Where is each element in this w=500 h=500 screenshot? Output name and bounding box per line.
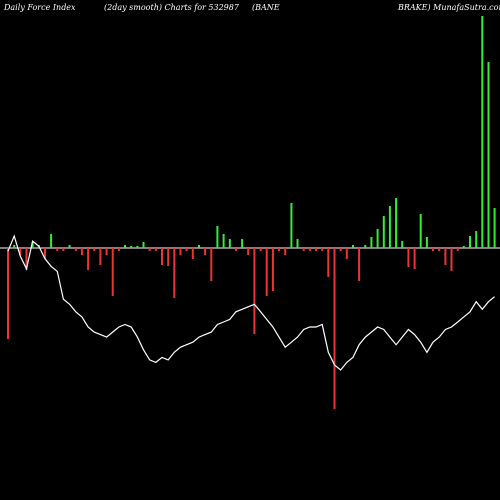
- force-bar: [93, 248, 96, 251]
- force-bar: [99, 248, 102, 265]
- force-bar: [198, 245, 200, 248]
- force-bar: [290, 203, 293, 248]
- force-bar: [450, 248, 453, 271]
- force-bar: [185, 248, 188, 251]
- force-bar: [31, 242, 34, 248]
- force-bar: [419, 214, 422, 248]
- force-bar: [234, 248, 237, 251]
- force-bar: [388, 206, 391, 248]
- force-bar: [204, 248, 207, 255]
- force-bar: [161, 248, 163, 265]
- force-bar: [296, 239, 299, 248]
- force-bar: [25, 248, 28, 270]
- force-bar: [111, 248, 114, 296]
- force-bar: [327, 248, 330, 277]
- force-bar: [87, 248, 90, 270]
- force-bar: [407, 248, 410, 267]
- force-bar: [456, 248, 459, 251]
- force-bar: [210, 248, 213, 281]
- force-bar: [370, 237, 373, 248]
- force-bar: [444, 248, 447, 265]
- force-bar: [216, 226, 219, 248]
- force-bar: [130, 246, 133, 248]
- chart-header-right: BRAKE) MunafaSutra.com: [398, 3, 500, 12]
- force-bar: [413, 248, 416, 269]
- force-bar: [167, 248, 170, 266]
- force-bar: [271, 248, 274, 291]
- force-bar: [74, 248, 77, 251]
- force-bar: [62, 248, 65, 251]
- force-bar: [438, 248, 441, 251]
- force-bar: [376, 229, 379, 248]
- chart-header-left-a: Daily Force Index: [4, 3, 76, 12]
- force-bar: [247, 248, 250, 255]
- force-bar: [253, 248, 256, 334]
- force-bar: [136, 246, 139, 248]
- force-bar: [284, 248, 287, 255]
- force-bar: [333, 248, 336, 409]
- force-bar: [302, 248, 305, 251]
- force-bar: [124, 245, 126, 248]
- force-bar: [308, 248, 311, 251]
- force-bar: [462, 246, 465, 248]
- price-line: [7, 234, 495, 371]
- force-bar: [222, 234, 225, 248]
- force-bar: [241, 239, 244, 248]
- force-bar: [339, 248, 342, 251]
- force-bar: [345, 248, 348, 259]
- force-bar: [265, 248, 268, 296]
- force-bar: [481, 16, 484, 248]
- force-bar: [117, 248, 120, 251]
- force-bar: [401, 241, 404, 248]
- chart-header-left-b: (2day smooth) Charts for 532987: [104, 3, 239, 12]
- force-bar: [321, 248, 324, 251]
- force-bar: [469, 236, 471, 248]
- force-bar: [7, 248, 9, 339]
- force-bar: [487, 62, 490, 248]
- force-bar: [352, 245, 354, 248]
- force-bar: [173, 248, 176, 298]
- force-bar: [382, 216, 385, 248]
- force-bar: [315, 248, 317, 251]
- force-bar: [259, 248, 262, 251]
- force-bar: [105, 248, 108, 255]
- force-bar: [493, 208, 496, 248]
- force-bar: [148, 248, 151, 251]
- force-bar: [50, 234, 53, 248]
- force-bar: [68, 245, 71, 248]
- force-bar: [179, 248, 182, 255]
- force-bar: [56, 248, 59, 251]
- force-bar: [228, 239, 231, 248]
- force-bar: [475, 231, 478, 248]
- chart-header-mid: (BANE: [252, 3, 280, 12]
- force-bar: [191, 248, 194, 259]
- force-bar: [44, 248, 46, 259]
- force-bar: [364, 245, 367, 248]
- force-bar: [358, 248, 361, 281]
- force-bar: [142, 242, 145, 248]
- force-bar: [154, 248, 157, 251]
- force-bar: [13, 245, 16, 248]
- force-bar: [395, 198, 398, 248]
- force-bar: [432, 248, 434, 251]
- force-bar: [278, 248, 280, 251]
- force-bar: [425, 237, 428, 248]
- force-bar: [19, 248, 22, 255]
- force-bar: [80, 248, 83, 255]
